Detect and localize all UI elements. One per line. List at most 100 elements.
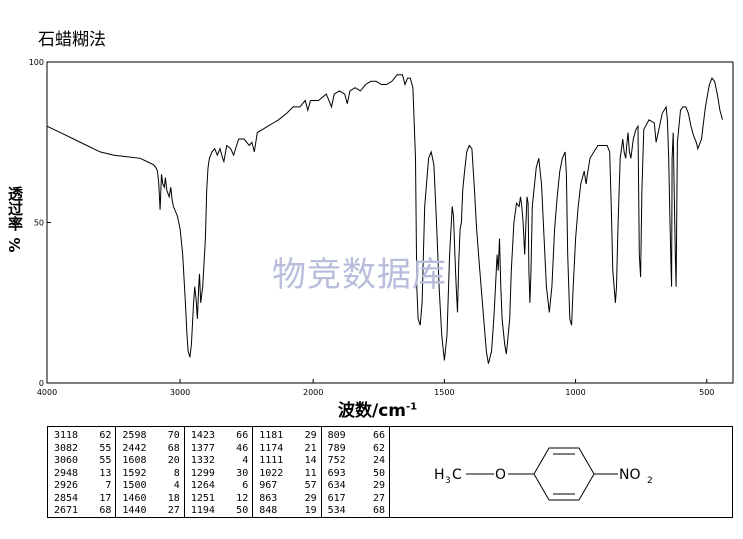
peak-row: 789 62 [328,443,385,456]
x-tick-label: 4000 [37,388,57,397]
peak-wavenumber: 1251 [190,492,215,504]
x-tick-label: 1000 [565,388,585,397]
peak-intensity: 66 [236,430,249,441]
peak-wavenumber: 848 [259,505,278,516]
peak-wavenumber: 1022 [259,467,284,479]
peak-wavenumber: 863 [259,492,278,504]
x-tick-label: 1500 [434,388,454,397]
peak-wavenumber: 1264 [190,480,215,491]
peak-wavenumber: 1592 [122,467,147,479]
peak-intensity: 17 [99,492,112,504]
axis-ticks: 4000 3000 2000 1500 1000 500 0 50 100 [29,58,715,397]
h3c-h: H [434,467,445,483]
peak-intensity: 29 [304,430,317,441]
peak-intensity: 20 [167,455,180,466]
peak-intensity: 11 [304,467,317,479]
peak-row: 1251 12 [191,493,248,506]
peak-intensity: 55 [99,442,112,454]
peak-row: 967 57 [259,480,316,493]
peak-intensity: 29 [304,492,317,504]
peak-row: 1440 27 [122,505,179,518]
peak-row: 3060 55 [54,455,111,468]
peak-row: 2926 7 [54,480,111,493]
peak-row: 809 66 [328,430,385,443]
peak-wavenumber: 967 [259,480,278,491]
peak-intensity: 21 [304,442,317,454]
peak-column: 3118 62 3082 55 3060 55 2948 13 2926 7 2854 17 2671 6… [48,427,117,517]
peak-intensity: 12 [236,492,249,504]
x-tick-label: 500 [699,388,714,397]
peak-wavenumber: 534 [327,505,346,516]
spectrum-line [46,74,723,364]
x-axis-label-text: 波数/cm [338,401,406,421]
peak-wavenumber: 2948 [54,467,79,479]
peak-wavenumber: 1174 [259,442,284,454]
peak-row: 1608 20 [122,455,179,468]
peak-row: 863 29 [259,493,316,506]
peak-intensity: 62 [372,442,386,454]
x-tick-label: 3000 [170,388,190,397]
y-tick-label: 0 [39,379,44,388]
peak-wavenumber: 809 [327,430,346,441]
peak-row: 1332 4 [191,455,248,468]
peak-column: 1181 29 1174 21 1111 14 1022 11 967 57 863 29 848 19 [253,427,322,517]
oxygen-atom: O [495,467,506,483]
peak-row: 1264 6 [191,480,248,493]
peak-intensity: 62 [99,430,112,441]
peak-row: 634 29 [328,480,385,493]
watermark-text: 物竞数据库 [272,255,447,295]
peak-wavenumber: 1423 [190,430,215,441]
peak-row: 2442 68 [122,443,179,456]
peak-wavenumber: 2442 [122,442,147,454]
peak-intensity: 50 [372,467,386,479]
peak-wavenumber: 2926 [54,480,79,491]
peak-row: 1460 18 [122,493,179,506]
peak-row: 534 68 [328,505,385,518]
peak-row: 1174 21 [259,443,316,456]
peak-wavenumber: 1332 [190,455,215,466]
peak-wavenumber: 1460 [122,492,147,504]
peak-intensity: 29 [372,480,386,491]
peak-wavenumber: 1194 [190,505,215,516]
peak-intensity: 57 [304,480,317,491]
peak-row: 1423 66 [191,430,248,443]
peak-wavenumber: 693 [327,467,346,479]
peak-row: 1377 46 [191,443,248,456]
peak-intensity: 4 [173,480,180,491]
peak-intensity: 19 [304,505,317,516]
x-axis-label: 波数/cm-1 [338,396,417,421]
peak-intensity: 66 [372,430,386,441]
peak-row: 1500 4 [122,480,179,493]
peak-intensity: 68 [372,505,386,516]
peak-row: 2854 17 [54,493,111,506]
peak-row: 3118 62 [54,430,111,443]
peak-table: 3118 62 3082 55 3060 55 2948 13 2926 7 2854 17 2671 6… [47,426,390,518]
peak-intensity: 4 [242,455,249,466]
peak-row: 752 24 [328,455,385,468]
peak-intensity: 13 [99,467,112,479]
y-tick-label: 100 [29,58,44,67]
peak-row: 1194 50 [191,505,248,518]
peak-intensity: 27 [372,492,386,504]
peak-intensity: 68 [167,442,180,454]
plot-frame [46,61,734,384]
structure-panel: H 3 C O NO 2 [390,426,733,518]
peak-intensity: 70 [167,430,180,441]
h3c-c: C [452,467,462,483]
peak-row: 1022 11 [259,468,316,481]
peak-wavenumber: 1500 [122,480,147,491]
peak-row: 1111 14 [259,455,316,468]
peak-wavenumber: 1181 [259,430,284,441]
peak-column: 2598 70 2442 68 1608 20 1592 8 1500 4 1460 18 1440 27 [116,427,185,518]
peak-row: 1299 30 [191,468,248,481]
peak-intensity: 30 [236,467,249,479]
peak-wavenumber: 3118 [54,430,79,441]
peak-intensity: 55 [99,455,112,466]
peak-wavenumber: 1111 [259,455,284,466]
peak-intensity: 6 [242,480,249,491]
peak-wavenumber: 1377 [190,442,215,454]
x-tick-label: 2000 [303,388,323,397]
peak-intensity: 24 [372,455,386,466]
peak-row: 1181 29 [259,430,316,443]
y-axis-label: 透过率 % [4,186,26,255]
